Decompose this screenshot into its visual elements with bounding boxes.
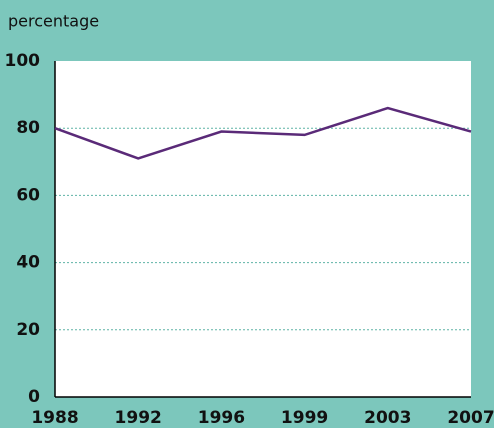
y-tick-label: 100 <box>5 51 41 71</box>
plot-area <box>55 61 471 397</box>
data-line <box>54 106 472 160</box>
y-tick-label: 20 <box>16 320 40 340</box>
x-tick-label: 1992 <box>115 408 162 428</box>
x-tick-label: 2007 <box>447 408 494 428</box>
y-tick-label: 80 <box>16 118 40 138</box>
y-tick-label: 0 <box>28 387 40 407</box>
y-tick-label: 60 <box>16 185 40 205</box>
y-axis-label: percentage <box>8 12 99 31</box>
x-tick-label: 1988 <box>31 408 78 428</box>
y-tick-label: 40 <box>16 253 40 273</box>
x-tick-label: 2003 <box>364 408 411 428</box>
x-tick-label: 1996 <box>198 408 245 428</box>
x-tick-label: 1999 <box>281 408 328 428</box>
